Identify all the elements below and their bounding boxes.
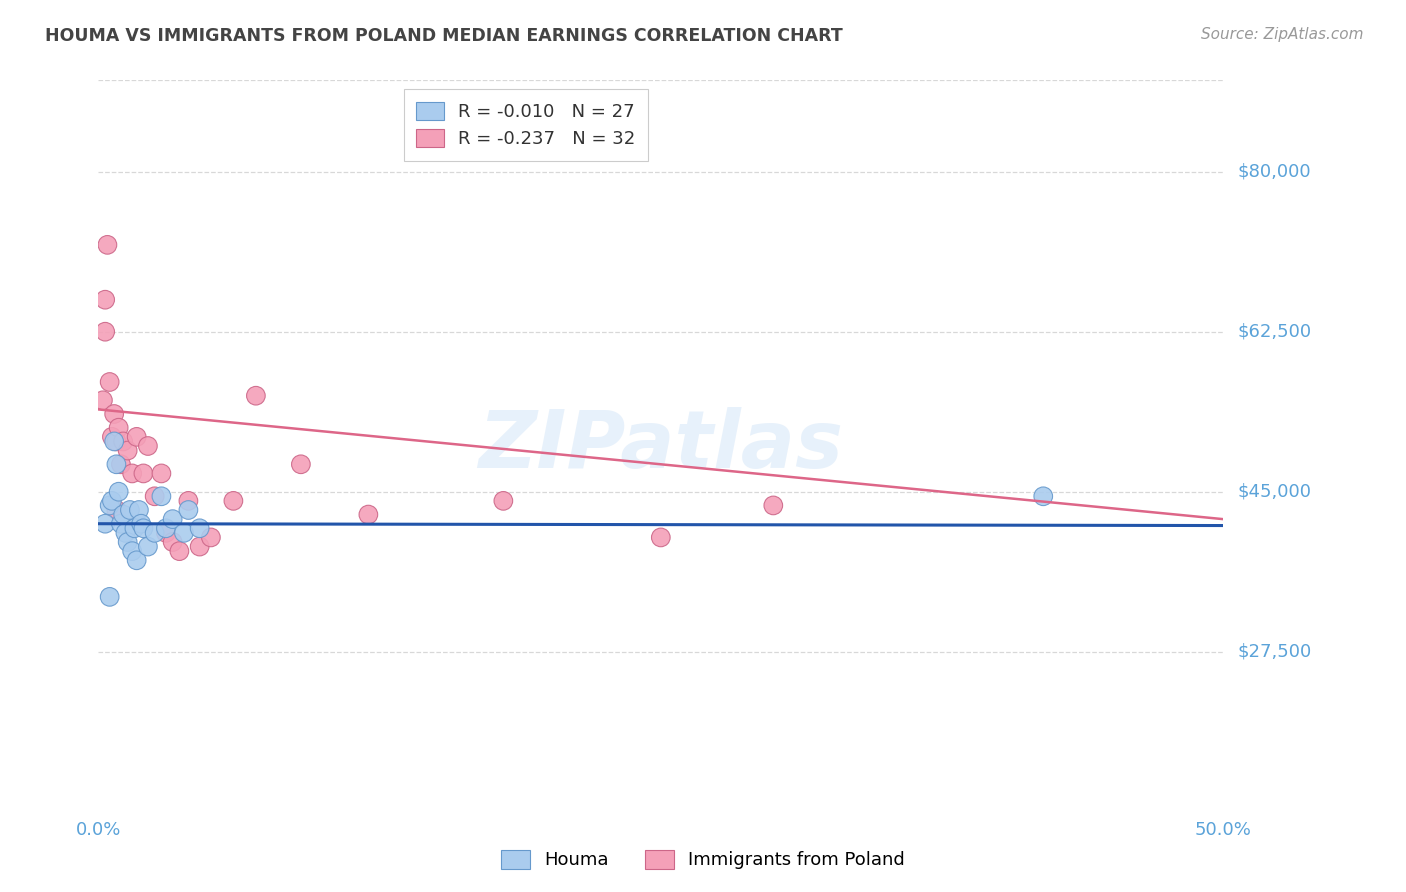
Point [762, 499, 785, 513]
Text: $45,000: $45,000 [1237, 483, 1312, 500]
Point [96, 237, 118, 252]
Point [107, 484, 129, 499]
Point [94, 325, 117, 339]
Point [155, 525, 177, 540]
Legend: R = -0.010   N = 27, R = -0.237   N = 32: R = -0.010 N = 27, R = -0.237 N = 32 [404, 89, 648, 161]
Point [357, 508, 380, 522]
Point [107, 420, 129, 434]
Point [105, 503, 128, 517]
Point [128, 503, 150, 517]
Point [143, 525, 166, 540]
Text: $80,000: $80,000 [1237, 162, 1310, 181]
Point [125, 553, 148, 567]
Point [132, 467, 155, 481]
Legend: Houma, Immigrants from Poland: Houma, Immigrants from Poland [492, 841, 914, 879]
Point [91, 393, 114, 408]
Point [136, 540, 159, 554]
Point [290, 457, 312, 471]
Text: $62,500: $62,500 [1237, 323, 1312, 341]
Point [112, 434, 135, 449]
Text: HOUMA VS IMMIGRANTS FROM POLAND MEDIAN EARNINGS CORRELATION CHART: HOUMA VS IMMIGRANTS FROM POLAND MEDIAN E… [45, 27, 842, 45]
Point [200, 530, 222, 544]
Point [162, 512, 184, 526]
Point [173, 525, 195, 540]
Point [110, 457, 132, 471]
Point [150, 489, 173, 503]
Point [1032, 489, 1054, 503]
Point [162, 535, 184, 549]
Point [188, 521, 211, 535]
Point [222, 493, 245, 508]
Point [110, 516, 132, 531]
Point [118, 503, 141, 517]
Point [136, 439, 159, 453]
Point [94, 293, 117, 307]
Point [103, 434, 125, 449]
Point [245, 389, 267, 403]
Text: ZIPatlas: ZIPatlas [478, 407, 844, 485]
Point [177, 493, 200, 508]
Point [124, 521, 146, 535]
Point [98, 499, 121, 513]
Point [105, 457, 128, 471]
Point [650, 530, 672, 544]
Point [155, 521, 177, 535]
Point [132, 521, 155, 535]
Point [112, 508, 135, 522]
Point [114, 525, 136, 540]
Point [150, 467, 173, 481]
Point [177, 503, 200, 517]
Point [121, 467, 143, 481]
Point [188, 540, 211, 554]
Point [94, 516, 117, 531]
Point [121, 544, 143, 558]
Point [492, 493, 515, 508]
Point [143, 489, 166, 503]
Point [101, 493, 124, 508]
Point [101, 430, 124, 444]
Point [117, 443, 139, 458]
Point [103, 407, 125, 421]
Point [98, 590, 121, 604]
Point [105, 434, 128, 449]
Text: Source: ZipAtlas.com: Source: ZipAtlas.com [1201, 27, 1364, 42]
Point [169, 544, 191, 558]
Point [125, 430, 148, 444]
Point [117, 535, 139, 549]
Text: $27,500: $27,500 [1237, 643, 1312, 661]
Point [98, 375, 121, 389]
Point [129, 516, 152, 531]
